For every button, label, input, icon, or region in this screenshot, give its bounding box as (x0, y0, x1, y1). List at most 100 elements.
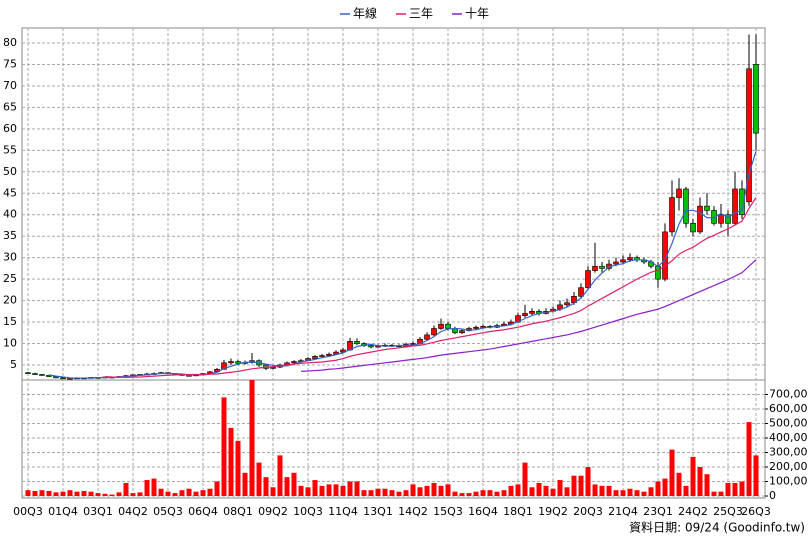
y-tick-label: 45 (3, 186, 17, 199)
volume-bar (669, 449, 675, 496)
candle-body (228, 361, 234, 364)
volume-bar (95, 493, 101, 496)
volume-bar (578, 475, 584, 496)
volume-bar (676, 472, 682, 496)
candle-body (578, 287, 584, 297)
volume-bar (550, 488, 556, 496)
y-tick-label: 40 (3, 208, 17, 221)
candle-body (326, 353, 332, 356)
x-tick-label: 06Q4 (188, 505, 218, 518)
candle-body (235, 361, 241, 364)
volume-bar (718, 491, 724, 496)
volume-bar (522, 462, 528, 496)
candle-body (438, 323, 444, 329)
volume-bar (375, 488, 381, 496)
candle-body (585, 270, 591, 289)
x-tick-label: 00Q3 (13, 505, 43, 518)
candle-body (662, 231, 668, 280)
volume-bar (564, 487, 570, 496)
volume-bar (116, 492, 122, 496)
candle-body (25, 372, 31, 375)
volume-bar (592, 484, 598, 496)
candle-body (739, 188, 745, 216)
candle-body (445, 323, 451, 329)
volume-bar (753, 455, 759, 496)
volume-bar (25, 490, 31, 496)
x-tick-label: 03Q1 (83, 505, 113, 518)
volume-bar (319, 485, 325, 496)
candle-body (592, 265, 598, 271)
candle-body (697, 205, 703, 233)
y2-tick-label: 700,000 (769, 388, 808, 401)
candle-body (459, 330, 465, 334)
candle-body (655, 265, 661, 280)
volume-bar (88, 491, 94, 496)
volume-bar (151, 478, 157, 496)
volume-bar (109, 494, 115, 496)
volume-bar (158, 488, 164, 496)
y-tick-label: 75 (3, 57, 17, 70)
volume-bar (242, 472, 248, 496)
volume-bar (459, 493, 465, 496)
y-tick-label: 70 (3, 79, 17, 92)
x-tick-label: 15Q3 (433, 505, 463, 518)
volume-bar (32, 490, 38, 496)
volume-bar (172, 493, 178, 496)
volume-bar (298, 485, 304, 496)
volume-bar (60, 491, 66, 496)
volume-bar (480, 490, 486, 496)
y-tick-label: 30 (3, 251, 17, 264)
volume-bar (46, 490, 52, 496)
candle-body (312, 356, 318, 359)
y2-tick-label: 100,000 (769, 475, 808, 488)
candle-body (60, 377, 66, 380)
volume-bar (543, 485, 549, 496)
x-tick-label: 14Q2 (398, 505, 428, 518)
volume-bar (662, 478, 668, 496)
volume-bar (571, 475, 577, 496)
y2-tick-label: 300,000 (769, 446, 808, 459)
x-tick-label: 04Q2 (118, 505, 148, 518)
volume-bar (613, 490, 619, 496)
volume-bar (599, 485, 605, 496)
candle-body (319, 355, 325, 357)
candle-body (746, 68, 752, 203)
volume-bar (494, 491, 500, 496)
volume-bar (291, 472, 297, 496)
volume-bar (333, 484, 339, 496)
y-tick-label: 55 (3, 143, 17, 156)
x-tick-label: 24Q2 (678, 505, 708, 518)
volume-bar (165, 491, 171, 496)
volume-bar (452, 491, 458, 496)
candle-body (480, 326, 486, 328)
volume-bar (438, 485, 444, 496)
volume-bar (487, 490, 493, 496)
volume-bar (270, 487, 276, 496)
volume-bar (53, 492, 59, 496)
candle-body (340, 349, 346, 353)
volume-bar (235, 440, 241, 496)
volume-bar (648, 487, 654, 496)
legend-label: 三年 (409, 7, 433, 21)
volume-bar (179, 490, 185, 496)
volume-bar (228, 427, 234, 496)
volume-bar (39, 490, 45, 496)
ma-line (300, 259, 757, 373)
volume-bar (256, 462, 262, 496)
candle-body (690, 223, 696, 233)
volume-bar (361, 490, 367, 496)
volume-bar (305, 487, 311, 496)
volume-bar (410, 484, 416, 496)
candle-body (424, 334, 430, 340)
candle-body (732, 188, 738, 224)
candle-body (564, 302, 570, 306)
volume-bar (74, 491, 80, 496)
candle-body (431, 328, 437, 336)
x-tick-label: 21Q4 (608, 505, 638, 518)
candle-body (718, 214, 724, 224)
ma-line (104, 197, 757, 379)
x-tick-label: 10Q3 (293, 505, 323, 518)
volume-bar (711, 491, 717, 496)
source-note: 資料日期: 09/24 (Goodinfo.tw) (629, 521, 805, 535)
candle-body (683, 188, 689, 224)
